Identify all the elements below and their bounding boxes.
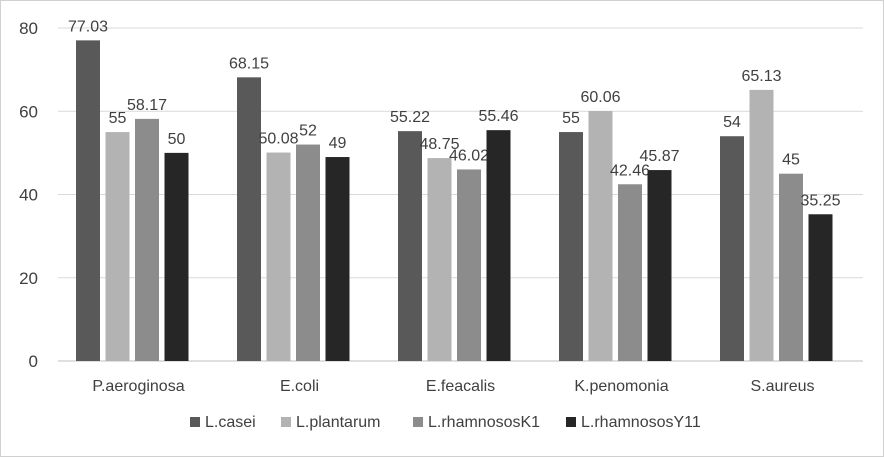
- data-label: 50.08: [258, 131, 298, 148]
- legend-label: L.rhamnososY11: [581, 414, 701, 431]
- data-label: 46.02: [449, 147, 489, 164]
- y-tick-label: 0: [29, 352, 38, 371]
- data-label: 55.22: [390, 109, 430, 126]
- data-label: 45: [782, 152, 800, 169]
- legend-swatch: [413, 417, 423, 427]
- bar-k-penomonia-l-rhamnososk1: [618, 184, 642, 361]
- bar-k-penomonia-l-rhamnososy11: [647, 170, 672, 361]
- y-tick-label: 20: [19, 269, 38, 288]
- bar-p-aeroginosa-l-plantarum: [105, 132, 130, 361]
- data-label: 77.03: [68, 18, 108, 35]
- bar-e-coli-l-plantarum: [266, 152, 291, 361]
- data-label: 52: [299, 123, 317, 140]
- bar-p-aeroginosa-l-rhamnososy11: [164, 152, 189, 361]
- data-label: 48.75: [419, 136, 459, 153]
- bar-p-aeroginosa-l-rhamnososk1: [135, 118, 159, 362]
- data-label: 50: [168, 131, 186, 148]
- legend-swatch: [281, 417, 291, 427]
- category-label: P.aeroginosa: [92, 378, 184, 395]
- bar-e-feacalis-l-rhamnososk1: [457, 169, 481, 361]
- bar-e-feacalis-l-rhamnososy11: [486, 130, 511, 361]
- data-label: 54: [723, 114, 741, 131]
- bar-e-coli-l-rhamnososk1: [296, 144, 320, 361]
- bar-e-coli-l-rhamnososy11: [325, 157, 350, 361]
- legend-swatch: [190, 417, 200, 427]
- data-label: 65.13: [741, 68, 781, 85]
- bar-s-aureus-l-rhamnososk1: [779, 173, 803, 361]
- data-label: 45.87: [639, 148, 679, 165]
- data-label: 55: [109, 110, 127, 127]
- data-label: 68.15: [229, 55, 269, 72]
- y-tick-label: 80: [19, 19, 38, 38]
- bar-p-aeroginosa-l-casei: [76, 40, 100, 362]
- bar-e-feacalis-l-casei: [398, 131, 422, 361]
- bar-k-penomonia-l-casei: [559, 132, 583, 361]
- legend-label: L.casei: [205, 414, 256, 431]
- bar-s-aureus-l-plantarum: [749, 89, 774, 362]
- category-label: K.penomonia: [574, 378, 668, 395]
- legend-label: L.plantarum: [296, 414, 381, 431]
- bar-s-aureus-l-casei: [720, 136, 744, 361]
- data-label: 55.46: [478, 108, 518, 125]
- y-tick-label: 60: [19, 102, 38, 121]
- legend-swatch: [566, 417, 576, 427]
- category-label: S.aureus: [750, 378, 814, 395]
- bar-e-coli-l-casei: [237, 77, 261, 361]
- data-label: 49: [329, 135, 347, 152]
- legend-label: L.rhamnososK1: [428, 414, 540, 431]
- data-label: 60.06: [580, 89, 620, 106]
- data-label: 58.17: [127, 97, 167, 114]
- bar-k-penomonia-l-plantarum: [588, 111, 613, 362]
- data-label: 35.25: [800, 192, 840, 209]
- y-tick-label: 40: [19, 186, 38, 205]
- bar-s-aureus-l-rhamnososy11: [808, 214, 833, 361]
- bar-e-feacalis-l-plantarum: [427, 158, 452, 361]
- data-label: 55: [562, 110, 580, 127]
- data-label: 42.46: [610, 162, 650, 179]
- category-label: E.feacalis: [426, 378, 495, 395]
- category-label: E.coli: [280, 378, 319, 395]
